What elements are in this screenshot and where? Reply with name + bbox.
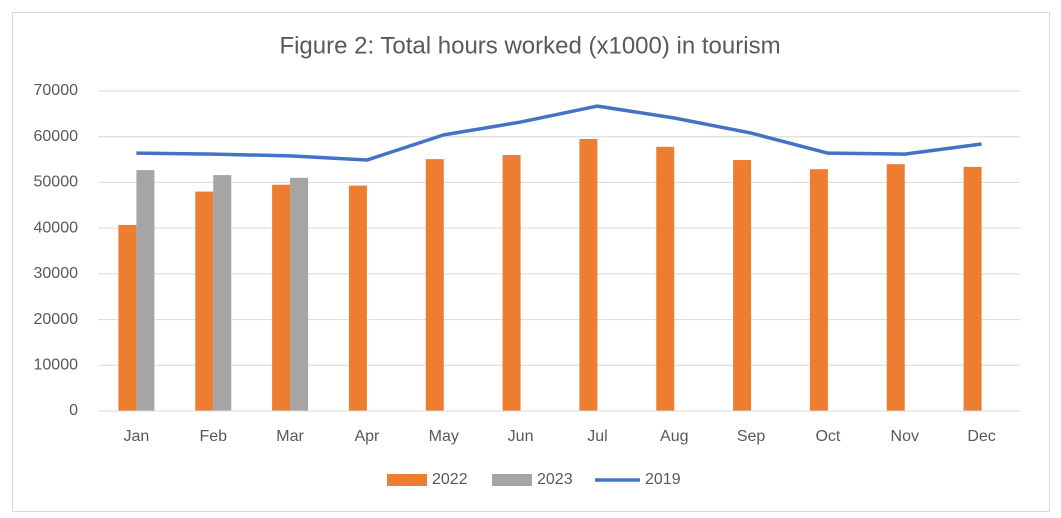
bar bbox=[425, 159, 444, 411]
x-tick-label: Feb bbox=[199, 428, 227, 445]
x-tick-label: Mar bbox=[276, 428, 304, 445]
bar bbox=[272, 184, 291, 411]
y-tick-label: 40000 bbox=[34, 219, 79, 236]
bar bbox=[136, 170, 155, 411]
bar bbox=[886, 164, 905, 411]
y-tick-label: 60000 bbox=[34, 128, 79, 145]
x-tick-label: May bbox=[429, 428, 459, 445]
x-tick-label: Jul bbox=[587, 428, 607, 445]
bar bbox=[195, 191, 214, 411]
bar bbox=[290, 177, 309, 411]
bar bbox=[963, 166, 982, 411]
y-tick-label: 50000 bbox=[34, 174, 79, 191]
legend-label: 2022 bbox=[432, 471, 468, 488]
y-tick-label: 20000 bbox=[34, 311, 79, 328]
x-tick-label: Oct bbox=[815, 428, 840, 445]
bar bbox=[118, 224, 137, 411]
chart-border bbox=[12, 12, 1050, 512]
line bbox=[136, 104, 982, 162]
chart-title: Figure 2: Total hours worked (x1000) in … bbox=[279, 32, 780, 59]
legend-label: 2023 bbox=[537, 471, 573, 488]
legend-swatch bbox=[492, 474, 532, 486]
x-tick-label: Sep bbox=[737, 428, 766, 445]
y-tick-label: 30000 bbox=[34, 265, 79, 282]
bar bbox=[502, 155, 521, 411]
y-tick-label: 70000 bbox=[34, 82, 79, 99]
y-tick-label: 10000 bbox=[34, 357, 79, 374]
x-tick-label: Apr bbox=[354, 428, 380, 445]
bar bbox=[809, 169, 828, 411]
x-tick-label: Dec bbox=[967, 428, 995, 445]
bar bbox=[733, 160, 752, 411]
legend-label: 2019 bbox=[645, 471, 681, 488]
legend-swatch bbox=[387, 474, 427, 486]
bar bbox=[656, 146, 675, 411]
bar bbox=[213, 175, 232, 411]
x-tick-label: Nov bbox=[891, 428, 919, 445]
bar bbox=[348, 185, 367, 411]
bar bbox=[579, 139, 598, 411]
x-tick-label: Jun bbox=[508, 428, 534, 445]
y-tick-label: 0 bbox=[69, 402, 78, 419]
x-tick-label: Jan bbox=[124, 428, 150, 445]
x-tick-label: Aug bbox=[660, 428, 688, 445]
